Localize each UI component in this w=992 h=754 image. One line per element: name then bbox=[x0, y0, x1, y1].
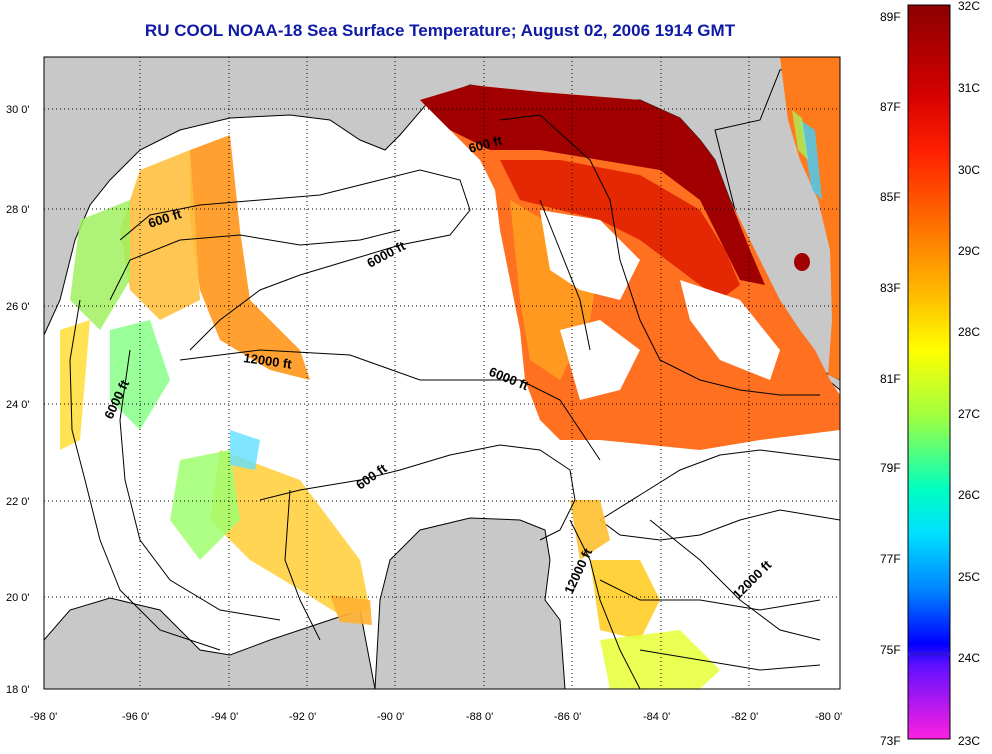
lon-tick-label: -84 0' bbox=[643, 711, 670, 723]
contour-label: 12000 ft bbox=[243, 350, 294, 372]
colorbar-f-label: 89F bbox=[880, 10, 901, 24]
colorbar-c-label: 29C bbox=[958, 244, 980, 258]
longitude-ticks: -98 0' -96 0' -94 0' -92 0' -90 0' -88 0… bbox=[30, 711, 842, 723]
colorbar-f-label: 77F bbox=[880, 552, 901, 566]
colorbar-c-label: 30C bbox=[958, 163, 980, 177]
colorbar-f-labels: 89F 87F 85F 83F 81F 79F 77F 75F 73F bbox=[880, 10, 901, 748]
colorbar-f-label: 81F bbox=[880, 372, 901, 386]
lon-tick-label: -90 0' bbox=[377, 711, 404, 723]
lon-tick-label: -86 0' bbox=[554, 711, 581, 723]
colorbar-c-label: 27C bbox=[958, 407, 980, 421]
lat-tick-label: 24 0' bbox=[6, 399, 30, 411]
colorbar: 89F 87F 85F 83F 81F 79F 77F 75F 73F 32C … bbox=[880, 0, 980, 748]
colorbar-f-label: 75F bbox=[880, 643, 901, 657]
colorbar-c-labels: 32C 31C 30C 29C 28C 27C 26C 25C 24C 23C bbox=[958, 0, 980, 748]
latitude-ticks: 30 0' 28 0' 26 0' 24 0' 22 0' 20 0' 18 0… bbox=[6, 104, 30, 696]
colorbar-c-label: 31C bbox=[958, 81, 980, 95]
map-frame bbox=[43, 56, 841, 690]
colorbar-f-label: 85F bbox=[880, 190, 901, 204]
colorbar-f-label: 83F bbox=[880, 281, 901, 295]
graticule bbox=[44, 57, 840, 689]
lat-tick-label: 22 0' bbox=[6, 496, 30, 508]
yucatan-land bbox=[374, 517, 566, 689]
colorbar-c-label: 25C bbox=[958, 570, 980, 584]
map-title: RU COOL NOAA-18 Sea Surface Temperature;… bbox=[144, 21, 736, 40]
colorbar-c-label: 32C bbox=[958, 0, 980, 13]
colorbar-c-label: 23C bbox=[958, 734, 980, 748]
lon-tick-label: -96 0' bbox=[122, 711, 149, 723]
map-plot-area bbox=[44, 57, 840, 689]
colorbar-f-label: 87F bbox=[880, 100, 901, 114]
colorbar-gradient bbox=[907, 4, 951, 740]
atlantic-sst bbox=[780, 57, 840, 380]
colorbar-f-label: 79F bbox=[880, 461, 901, 475]
lat-tick-label: 18 0' bbox=[6, 684, 30, 696]
colorbar-c-label: 24C bbox=[958, 651, 980, 665]
lon-tick-label: -92 0' bbox=[289, 711, 316, 723]
lat-tick-label: 30 0' bbox=[6, 104, 30, 116]
west-gulf-sst bbox=[190, 135, 310, 380]
colorbar-c-label: 26C bbox=[958, 488, 980, 502]
lon-tick-label: -94 0' bbox=[211, 711, 238, 723]
lon-tick-label: -88 0' bbox=[466, 711, 493, 723]
lon-tick-label: -98 0' bbox=[30, 711, 57, 723]
lon-tick-label: -82 0' bbox=[731, 711, 758, 723]
lat-tick-label: 26 0' bbox=[6, 301, 30, 313]
colorbar-f-label: 73F bbox=[880, 734, 901, 748]
cuba-land bbox=[599, 449, 840, 541]
lon-tick-label: -80 0' bbox=[815, 711, 842, 723]
lat-tick-label: 20 0' bbox=[6, 592, 30, 604]
colorbar-c-label: 28C bbox=[958, 325, 980, 339]
bathymetry-contours bbox=[69, 114, 821, 689]
lat-tick-label: 28 0' bbox=[6, 204, 30, 216]
